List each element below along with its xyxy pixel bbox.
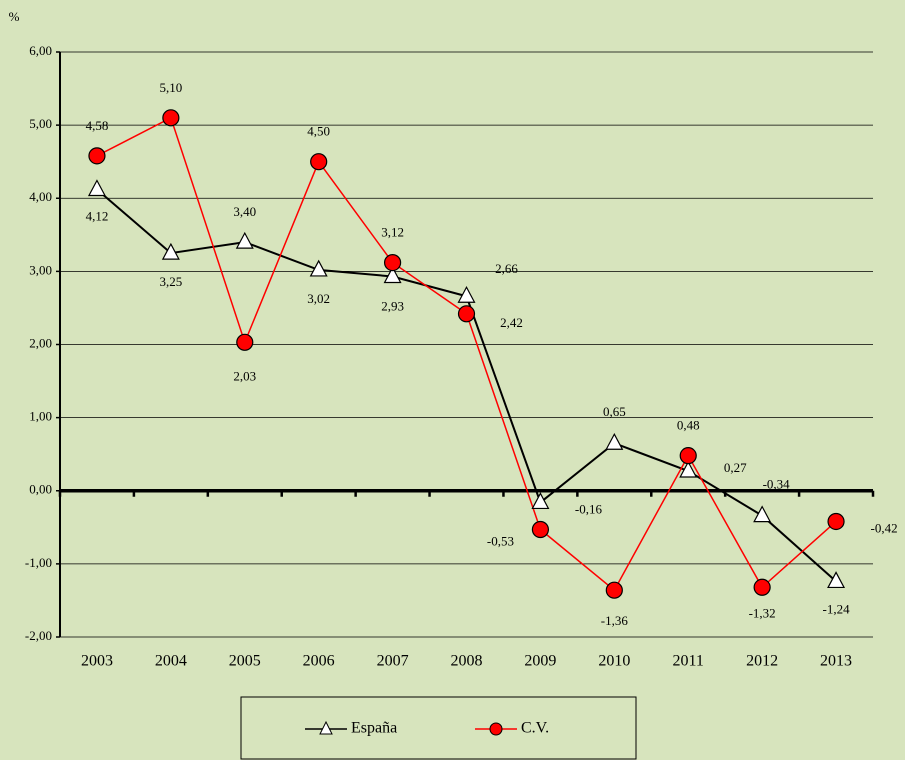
marker — [457, 305, 476, 323]
x-tick-label: 2008 — [451, 653, 483, 670]
data-label: 5,10 — [159, 80, 182, 95]
x-tick-label: 2003 — [81, 653, 113, 670]
data-label: -0,42 — [870, 520, 897, 535]
data-label: 2,66 — [495, 261, 518, 276]
data-label: 3,12 — [381, 225, 404, 240]
marker — [309, 259, 328, 277]
legend-label: C.V. — [521, 720, 549, 737]
x-tick-label: 2005 — [229, 653, 261, 670]
marker — [162, 109, 180, 127]
marker — [827, 512, 845, 531]
marker — [88, 147, 106, 165]
x-tick-label: 2012 — [746, 653, 778, 670]
x-tick-label: 2006 — [303, 653, 335, 670]
data-label: -1,24 — [822, 601, 850, 616]
marker — [531, 520, 550, 539]
marker — [679, 460, 698, 478]
data-label: -1,36 — [601, 613, 629, 628]
data-label: -0,34 — [763, 477, 791, 492]
data-label: 3,40 — [233, 204, 256, 219]
data-label: 2,03 — [233, 368, 256, 383]
marker — [605, 432, 624, 450]
y-tick-label: 5,00 — [29, 116, 52, 131]
y-tick-label: 6,00 — [29, 43, 52, 58]
data-label: 4,12 — [86, 208, 109, 223]
data-label: -0,53 — [487, 533, 514, 548]
y-tick-label: -1,00 — [25, 555, 52, 570]
x-tick-label: 2011 — [673, 653, 704, 670]
data-label: 3,02 — [307, 291, 330, 306]
x-tick-label: 2004 — [155, 653, 187, 670]
x-tick-label: 2013 — [820, 653, 852, 670]
y-tick-label: 1,00 — [29, 409, 52, 424]
marker — [87, 179, 106, 197]
y-tick-label: 0,00 — [29, 482, 52, 497]
marker — [235, 231, 254, 249]
legend-box — [240, 696, 637, 760]
marker — [753, 505, 772, 523]
marker — [457, 285, 476, 303]
data-label: 2,93 — [381, 298, 404, 313]
marker — [679, 447, 697, 465]
data-label: 0,27 — [724, 460, 747, 475]
marker — [161, 242, 180, 260]
data-label: -1,32 — [749, 605, 776, 620]
y-tick-label: 2,00 — [29, 335, 52, 350]
marker — [310, 153, 328, 171]
y-tick-label: 3,00 — [29, 262, 52, 277]
x-tick-label: 2009 — [524, 653, 556, 670]
marker — [383, 254, 402, 272]
marker — [605, 581, 623, 599]
y-tick-label: 4,00 — [29, 189, 52, 204]
x-tick-label: 2010 — [598, 653, 630, 670]
data-label: 4,58 — [86, 118, 109, 133]
y-tick-label: -2,00 — [25, 628, 52, 643]
marker — [236, 333, 254, 351]
y-unit: % — [9, 9, 20, 24]
x-tick-label: 2007 — [377, 653, 409, 670]
marker — [753, 578, 771, 596]
legend-marker — [319, 720, 333, 735]
data-label: 3,25 — [159, 274, 182, 289]
data-label: 2,42 — [500, 315, 523, 330]
marker — [827, 571, 846, 589]
data-label: 4,50 — [307, 124, 330, 139]
data-label: -0,16 — [575, 501, 603, 516]
legend-marker — [489, 722, 503, 736]
marker — [531, 492, 550, 510]
legend-label: España — [351, 720, 397, 737]
data-label: 0,48 — [677, 418, 700, 433]
marker — [383, 266, 402, 284]
data-label: 0,65 — [603, 404, 626, 419]
series-line — [96, 116, 837, 592]
